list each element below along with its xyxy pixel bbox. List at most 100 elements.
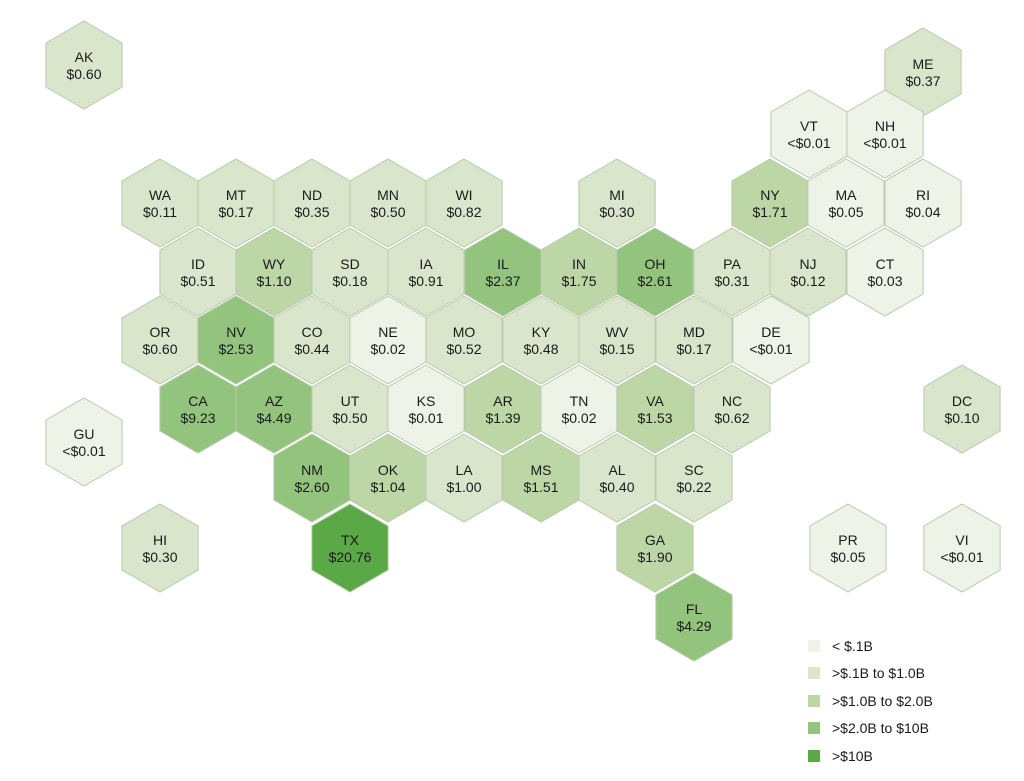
state-hex-shape [769, 227, 847, 317]
state-hex-wy[interactable]: WY$1.10 [235, 227, 313, 317]
legend: < $.1B >$.1B to $1.0B >$1.0B to $2.0B >$2.0… [808, 632, 933, 770]
state-hex-mt[interactable]: MT$0.17 [197, 158, 275, 248]
state-hex-gu[interactable]: GU<$0.01 [45, 397, 123, 487]
state-hex-il[interactable]: IL$2.37 [464, 227, 542, 317]
state-hex-ms[interactable]: MS$1.51 [502, 433, 580, 523]
state-abbr-label: CO [302, 324, 323, 340]
state-hex-ma[interactable]: MA$0.05 [807, 158, 885, 248]
state-hex-la[interactable]: LA$1.00 [425, 433, 503, 523]
state-hex-nh[interactable]: NH<$0.01 [846, 89, 924, 179]
state-abbr-label: MI [609, 187, 625, 203]
state-hex-fl[interactable]: FL$4.29 [655, 572, 733, 662]
state-abbr-label: MA [836, 187, 858, 203]
state-abbr-label: VA [646, 393, 664, 409]
state-value-label: $0.17 [218, 204, 253, 220]
state-hex-tn[interactable]: TN$0.02 [540, 364, 618, 454]
state-hex-nc[interactable]: NC$0.62 [693, 364, 771, 454]
state-hex-pr[interactable]: PR$0.05 [809, 503, 887, 593]
state-hex-dc[interactable]: DC$0.10 [923, 364, 1001, 454]
legend-swatch [808, 749, 820, 762]
state-hex-ak[interactable]: AK$0.60 [45, 20, 123, 110]
state-hex-ar[interactable]: AR$1.39 [464, 364, 542, 454]
state-hex-ca[interactable]: CA$9.23 [159, 364, 237, 454]
state-hex-vi[interactable]: VI<$0.01 [923, 503, 1001, 593]
state-hex-shape [846, 89, 924, 179]
state-hex-nm[interactable]: NM$2.60 [273, 433, 351, 523]
state-hex-shape [578, 295, 656, 385]
state-hex-shape [464, 364, 542, 454]
state-hex-shape [273, 158, 351, 248]
state-abbr-label: HI [153, 532, 167, 548]
state-hex-de[interactable]: DE<$0.01 [732, 295, 810, 385]
state-abbr-label: WI [455, 187, 472, 203]
state-value-label: $20.76 [329, 549, 372, 565]
state-hex-pa[interactable]: PA$0.31 [693, 227, 771, 317]
state-abbr-label: AR [493, 393, 512, 409]
state-value-label: $0.05 [830, 549, 865, 565]
state-hex-shape [732, 295, 810, 385]
state-hex-ut[interactable]: UT$0.50 [311, 364, 389, 454]
state-abbr-label: UT [341, 393, 360, 409]
state-abbr-label: SD [340, 256, 359, 272]
state-hex-shape [349, 433, 427, 523]
state-hex-oh[interactable]: OH$2.61 [616, 227, 694, 317]
state-hex-ne[interactable]: NE$0.02 [349, 295, 427, 385]
legend-label: >$10B [832, 747, 873, 764]
state-hex-mo[interactable]: MO$0.52 [425, 295, 503, 385]
state-hex-shape [425, 158, 503, 248]
state-hex-ga[interactable]: GA$1.90 [616, 503, 694, 593]
state-hex-ks[interactable]: KS$0.01 [387, 364, 465, 454]
state-value-label: <$0.01 [787, 135, 830, 151]
state-hex-shape [349, 158, 427, 248]
state-hex-me[interactable]: ME$0.37 [884, 27, 962, 117]
state-hex-mn[interactable]: MN$0.50 [349, 158, 427, 248]
state-hex-md[interactable]: MD$0.17 [655, 295, 733, 385]
state-hex-ct[interactable]: CT$0.03 [846, 227, 924, 317]
state-hex-az[interactable]: AZ$4.49 [235, 364, 313, 454]
state-hex-shape [923, 503, 1001, 593]
state-hex-ny[interactable]: NY$1.71 [731, 158, 809, 248]
state-abbr-label: NY [760, 187, 780, 203]
state-hex-wi[interactable]: WI$0.82 [425, 158, 503, 248]
state-hex-nv[interactable]: NV$2.53 [197, 295, 275, 385]
state-hex-co[interactable]: CO$0.44 [273, 295, 351, 385]
state-hex-shape [807, 158, 885, 248]
state-hex-shape [387, 227, 465, 317]
state-abbr-label: NE [378, 324, 397, 340]
state-hex-shape [502, 433, 580, 523]
state-value-label: $0.91 [408, 273, 443, 289]
state-value-label: $0.10 [944, 410, 979, 426]
state-hex-shape [425, 295, 503, 385]
state-abbr-label: ME [913, 56, 934, 72]
state-hex-id[interactable]: ID$0.51 [159, 227, 237, 317]
state-hex-nj[interactable]: NJ$0.12 [769, 227, 847, 317]
state-value-label: <$0.01 [749, 341, 792, 357]
state-abbr-label: CT [876, 256, 895, 272]
state-hex-in[interactable]: IN$1.75 [540, 227, 618, 317]
state-abbr-label: CA [188, 393, 208, 409]
state-hex-shape [425, 433, 503, 523]
state-hex-va[interactable]: VA$1.53 [616, 364, 694, 454]
state-hex-al[interactable]: AL$0.40 [578, 433, 656, 523]
state-value-label: $0.05 [828, 204, 863, 220]
state-abbr-label: KY [532, 324, 551, 340]
state-value-label: $1.90 [637, 549, 672, 565]
state-abbr-label: AL [608, 462, 625, 478]
state-hex-shape [693, 364, 771, 454]
state-hex-ok[interactable]: OK$1.04 [349, 433, 427, 523]
state-hex-ri[interactable]: RI$0.04 [884, 158, 962, 248]
state-hex-mi[interactable]: MI$0.30 [578, 158, 656, 248]
state-value-label: $0.15 [599, 341, 634, 357]
state-abbr-label: TN [570, 393, 589, 409]
state-hex-wv[interactable]: WV$0.15 [578, 295, 656, 385]
state-hex-nd[interactable]: ND$0.35 [273, 158, 351, 248]
state-hex-wa[interactable]: WA$0.11 [121, 158, 199, 248]
state-hex-hi[interactable]: HI$0.30 [121, 503, 199, 593]
state-abbr-label: NM [301, 462, 323, 478]
state-hex-tx[interactable]: TX$20.76 [311, 503, 389, 593]
state-abbr-label: FL [686, 601, 703, 617]
state-abbr-label: AK [75, 49, 94, 65]
state-hex-sc[interactable]: SC$0.22 [655, 433, 733, 523]
state-hex-shape [45, 20, 123, 110]
state-hex-ia[interactable]: IA$0.91 [387, 227, 465, 317]
